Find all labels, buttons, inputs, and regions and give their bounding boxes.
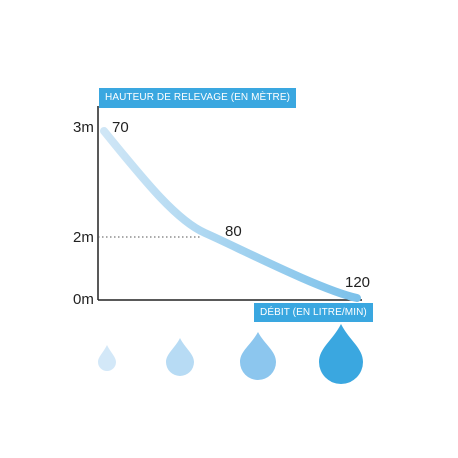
data-label: 80 xyxy=(225,223,242,240)
axes xyxy=(97,106,362,301)
y-tick-labels: 3m 2m 0m xyxy=(73,119,94,308)
water-drops xyxy=(98,324,363,384)
water-drop-xlarge-icon xyxy=(319,324,363,384)
y-tick-label: 2m xyxy=(73,229,94,246)
y-axis-label: HAUTEUR DE RELEVAGE (EN MÈTRE) xyxy=(99,88,297,108)
data-labels: 70 80 120 xyxy=(112,119,370,291)
x-axis-label: DÉBIT (EN LITRE/MIN) xyxy=(254,303,373,322)
water-drop-small-icon xyxy=(98,345,116,371)
data-label: 120 xyxy=(345,274,370,291)
data-label: 70 xyxy=(112,119,129,136)
series-line xyxy=(100,127,361,302)
water-drop-medium-icon xyxy=(166,338,194,376)
y-tick-label: 3m xyxy=(73,119,94,136)
water-drop-large-icon xyxy=(240,332,276,380)
y-tick-label: 0m xyxy=(73,291,94,308)
